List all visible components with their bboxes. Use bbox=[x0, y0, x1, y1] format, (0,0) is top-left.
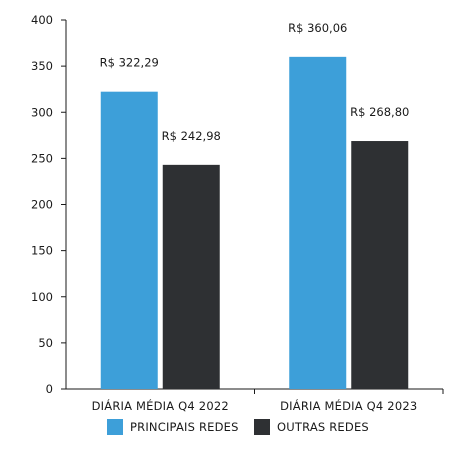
y-tick-label: 200 bbox=[31, 198, 53, 212]
x-category-label: DIÁRIA MÉDIA Q4 2023 bbox=[280, 398, 417, 413]
y-tick-label: 50 bbox=[38, 336, 53, 350]
legend: PRINCIPAIS REDES OUTRAS REDES bbox=[107, 419, 369, 435]
bar-principais-redes-1 bbox=[100, 91, 158, 390]
y-tick-label: 0 bbox=[46, 382, 53, 396]
axes: 0 50 100 150 200 250 300 350 400 DIÁRIA MÉDIA Q4 … bbox=[31, 13, 444, 413]
legend-swatch bbox=[107, 419, 123, 435]
legend-label: OUTRAS REDES bbox=[277, 420, 369, 434]
bars: R$ 322,29 R$ 242,98 R$ 360,06 R$ 268,80 bbox=[100, 21, 409, 390]
y-tick-label: 150 bbox=[31, 244, 53, 258]
y-tick-label: 400 bbox=[31, 13, 53, 27]
data-label: R$ 360,06 bbox=[288, 21, 347, 35]
bar-outras-redes-1 bbox=[162, 164, 220, 389]
data-label: R$ 322,29 bbox=[100, 56, 159, 70]
data-label: R$ 242,98 bbox=[162, 129, 221, 143]
x-category-label: DIÁRIA MÉDIA Q4 2022 bbox=[92, 398, 229, 413]
y-tick-label: 350 bbox=[31, 59, 53, 73]
legend-label: PRINCIPAIS REDES bbox=[130, 420, 239, 434]
bar-outras-redes-2 bbox=[351, 141, 409, 389]
y-tick-label: 300 bbox=[31, 105, 53, 119]
y-tick-label: 100 bbox=[31, 290, 53, 304]
bar-principais-redes-2 bbox=[289, 56, 347, 389]
data-label: R$ 268,80 bbox=[350, 105, 409, 119]
legend-swatch bbox=[254, 419, 270, 435]
y-tick-label: 250 bbox=[31, 151, 53, 165]
